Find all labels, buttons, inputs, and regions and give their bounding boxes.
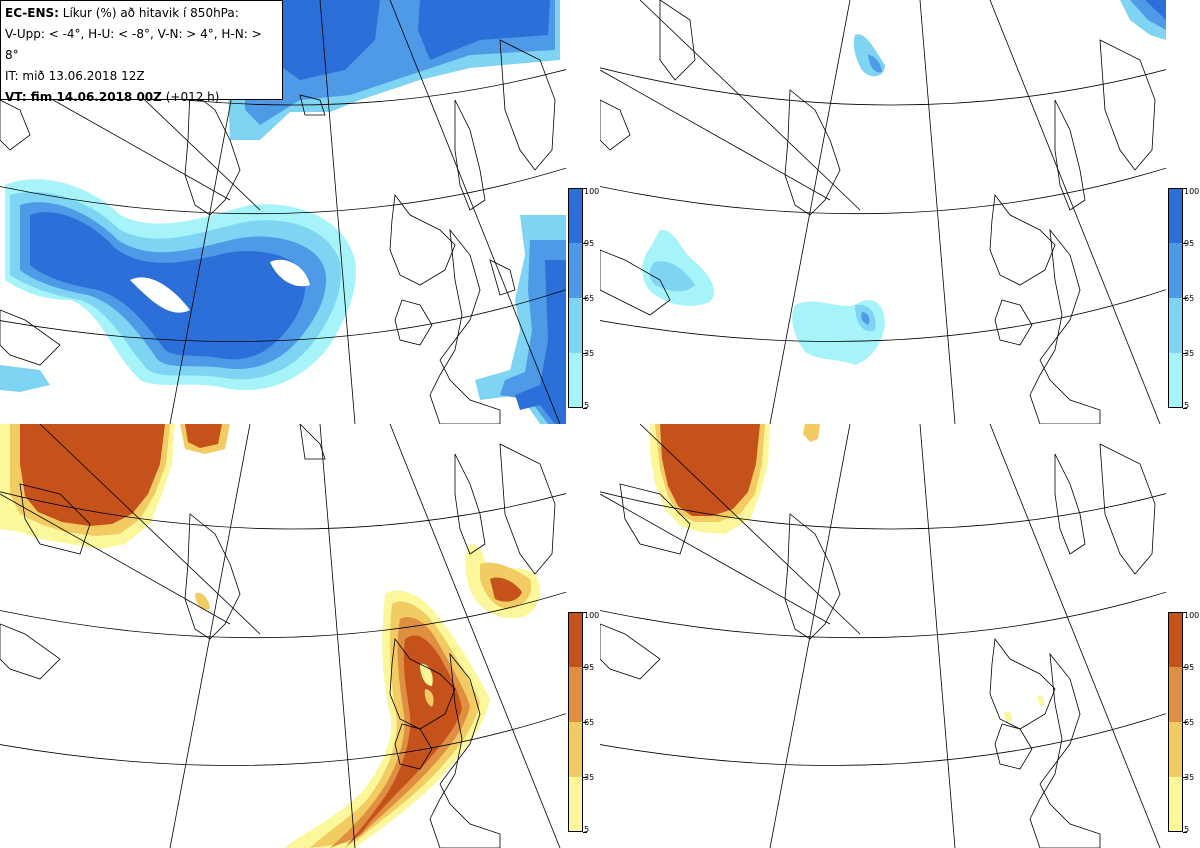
map-panel-top-left [0, 0, 566, 424]
info-valid-time: VT: fim 14.06.2018 00Z [5, 90, 162, 104]
colorbar-label: 65 [584, 294, 595, 303]
colorbar-tick [1183, 832, 1187, 833]
colorbar-tick [583, 243, 587, 244]
colorbar-tick [583, 722, 587, 723]
colorbar-tick [1183, 612, 1187, 613]
map-panel-bottom-right [600, 424, 1166, 848]
colorbar-tick [1183, 408, 1187, 409]
colorbar-swatch [568, 667, 583, 722]
colorbar-label: 5 [1184, 825, 1190, 834]
colorbar-label: 65 [584, 718, 595, 727]
colorbar-tick [1183, 777, 1187, 778]
colorbar-label: 35 [584, 773, 595, 782]
probability-field [650, 424, 1045, 722]
map-bottom-right-svg [600, 424, 1166, 848]
info-line-1: EC-ENS: Líkur (%) að hitavik í 850hPa: [5, 3, 278, 24]
graticule [0, 424, 566, 848]
map-panel-bottom-left [0, 424, 566, 848]
colorbar-swatch [568, 188, 583, 243]
colorbar-tick [583, 777, 587, 778]
colorbar-label: 5 [1184, 401, 1190, 410]
colorbar-label: 35 [1184, 349, 1195, 358]
colorbar-label: 35 [1184, 773, 1195, 782]
map-bottom-left-svg [0, 424, 566, 848]
colorbar-label: 100 [584, 611, 600, 620]
colorbar-tick [583, 612, 587, 613]
colorbar-cold-left: 100 95 65 35 5 [568, 188, 608, 410]
colorbar-tick [583, 408, 587, 409]
graticule [600, 0, 1166, 424]
colorbar-tick [583, 353, 587, 354]
info-lead-time: (+012 h) [165, 90, 220, 104]
info-line-4: VT: fim 14.06.2018 00Z (+012 h) [5, 87, 278, 108]
colorbar-tick [1183, 353, 1187, 354]
colorbar-swatch [1168, 612, 1183, 667]
colorbar-label: 65 [1184, 718, 1195, 727]
map-top-right-svg [600, 0, 1166, 424]
colorbar-label: 100 [1184, 187, 1200, 196]
coastline [600, 443, 1156, 848]
colorbar-swatch [1168, 777, 1183, 832]
info-line-3: IT: mið 13.06.2018 12Z [5, 69, 145, 83]
map-panel-top-right [600, 0, 1166, 424]
info-line-2: V-Upp: < -4°, H-U: < -8°, V-N: > 4°, H-N… [5, 27, 262, 62]
info-box: EC-ENS: Líkur (%) að hitavik í 850hPa: V… [0, 0, 283, 104]
colorbar-swatch [1168, 722, 1183, 777]
colorbar-frame [568, 612, 583, 832]
colorbar-tick [583, 832, 587, 833]
colorbar-tick [1183, 243, 1187, 244]
probability-field [642, 0, 1166, 365]
coastline [0, 39, 556, 424]
colorbar-label: 65 [1184, 294, 1195, 303]
colorbar-label: 95 [1184, 663, 1195, 672]
colorbar-swatch [1168, 353, 1183, 408]
colorbar-tick [1183, 298, 1187, 299]
colorbar-warm-left: 100 95 65 35 5 [568, 612, 608, 834]
colorbar-tick [583, 667, 587, 668]
colorbar-swatch [568, 612, 583, 667]
probability-field [0, 0, 566, 424]
probability-field [0, 424, 541, 848]
colorbar-tick [1183, 667, 1187, 668]
colorbar-swatch [568, 298, 583, 353]
colorbar-tick [1183, 188, 1187, 189]
colorbar-label: 5 [584, 401, 590, 410]
colorbar-swatch [568, 243, 583, 298]
colorbar-swatch [568, 722, 583, 777]
info-model: EC-ENS: [5, 6, 59, 20]
colorbar-label: 100 [1184, 611, 1200, 620]
colorbar-swatch [1168, 243, 1183, 298]
colorbar-label: 100 [584, 187, 600, 196]
colorbar-label: 35 [584, 349, 595, 358]
colorbar-swatch [1168, 667, 1183, 722]
colorbar-tick [583, 298, 587, 299]
colorbar-tick [1183, 722, 1187, 723]
colorbar-swatch [1168, 298, 1183, 353]
colorbar-warm-right: 100 95 65 35 5 [1168, 612, 1200, 834]
colorbar-label: 95 [1184, 239, 1195, 248]
map-top-left-svg [0, 0, 566, 424]
colorbar-cold-right: 100 95 65 35 5 [1168, 188, 1200, 410]
colorbar-frame [568, 188, 583, 408]
colorbar-label: 95 [584, 663, 595, 672]
graticule [600, 424, 1166, 848]
colorbar-tick [583, 188, 587, 189]
coastline [600, 0, 1156, 424]
colorbar-swatch [568, 353, 583, 408]
colorbar-frame [1168, 188, 1183, 408]
colorbar-swatch [568, 777, 583, 832]
colorbar-label: 95 [584, 239, 595, 248]
coastline [0, 424, 556, 848]
colorbar-frame [1168, 612, 1183, 832]
colorbar-label: 5 [584, 825, 590, 834]
info-title: Líkur (%) að hitavik í 850hPa: [62, 6, 239, 20]
colorbar-swatch [1168, 188, 1183, 243]
